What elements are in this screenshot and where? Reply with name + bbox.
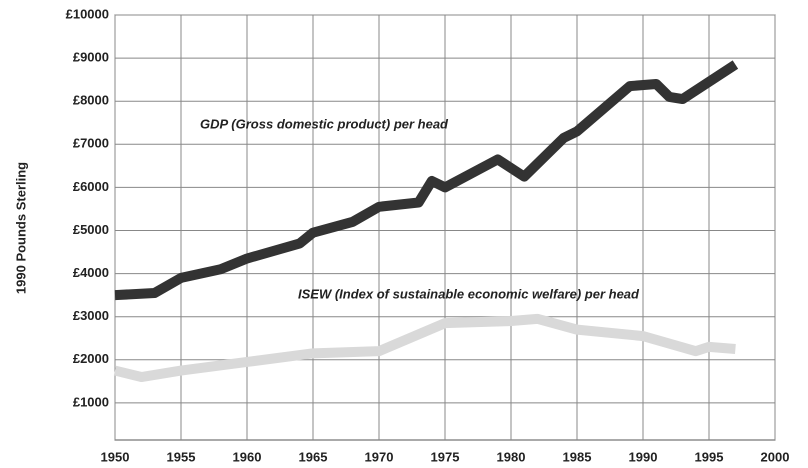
series-line: [114, 60, 739, 301]
x-tick-label: 2000: [761, 449, 790, 464]
y-tick-label: £1000: [73, 394, 109, 409]
series-label: GDP (Gross domestic product) per head: [200, 116, 449, 131]
y-tick-label: £2000: [73, 351, 109, 366]
x-tick-label: 1980: [497, 449, 526, 464]
y-tick-label: £4000: [73, 265, 109, 280]
x-tick-label: 1965: [299, 449, 328, 464]
y-tick-label: £8000: [73, 93, 109, 108]
y-tick-label: £10000: [66, 6, 109, 21]
y-tick-label: £3000: [73, 308, 109, 323]
x-tick-label: 1985: [563, 449, 592, 464]
x-tick-label: 1995: [695, 449, 724, 464]
x-tick-label: 1950: [101, 449, 130, 464]
x-tick-label: 1990: [629, 449, 658, 464]
x-tick-label: 1960: [233, 449, 262, 464]
x-tick-label: 1955: [167, 449, 196, 464]
series-label: ISEW (Index of sustainable economic welf…: [298, 286, 640, 301]
y-tick-label: £6000: [73, 179, 109, 194]
y-tick-label: £5000: [73, 222, 109, 237]
y-tick-label: £9000: [73, 50, 109, 65]
series-line: [113, 313, 736, 383]
y-axis-label: 1990 Pounds Sterling: [13, 162, 28, 294]
x-tick-label: 1975: [431, 449, 460, 464]
y-tick-label: £7000: [73, 136, 109, 151]
x-tick-label: 1970: [365, 449, 394, 464]
